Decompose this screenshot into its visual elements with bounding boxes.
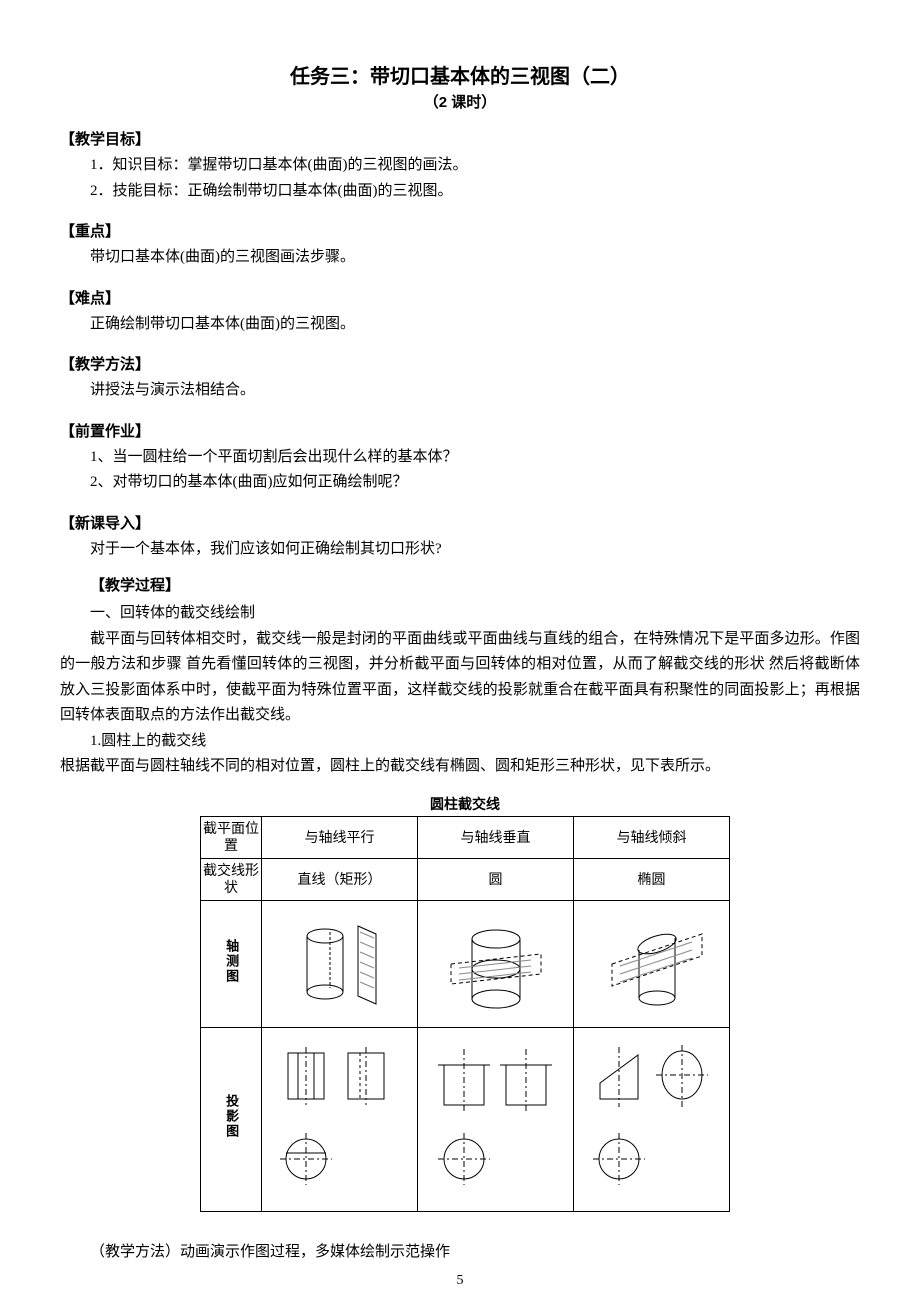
- process-sub1: 一、回转体的截交线绘制: [90, 601, 860, 627]
- row-head-pos: 截平面位 置: [201, 816, 262, 858]
- table-wrap: 圆柱截交线 截平面位 置 与轴线平行 与轴线垂直 与轴线倾斜 截交线形 状 直线…: [200, 790, 860, 1212]
- page-subtitle: （2 课时）: [60, 91, 860, 112]
- goal-line-1: 1．知识目标：掌握带切口基本体(曲面)的三视图的画法。: [90, 153, 860, 179]
- page-number: 5: [60, 1273, 860, 1289]
- prework-line-2: 2、对带切口的基本体(曲面)应如何正确绘制呢？: [90, 470, 860, 496]
- section-method-head: 【教学方法】: [60, 353, 860, 374]
- cell-c3-pos: 与轴线倾斜: [574, 816, 730, 858]
- table-row: 轴测图: [201, 900, 730, 1027]
- section-process-head: 【教学过程】: [90, 574, 860, 595]
- cell-c2-pos: 与轴线垂直: [418, 816, 574, 858]
- page: 任务三：带切口基本体的三视图（二） （2 课时） 【教学目标】 1．知识目标：掌…: [0, 0, 920, 1309]
- axon-perp-icon: [431, 914, 561, 1014]
- row-head-axon: 轴测图: [201, 900, 262, 1027]
- cell-c2-axon: [418, 900, 574, 1027]
- cell-c2-shape: 圆: [418, 858, 574, 900]
- intro-line-1: 对于一个基本体，我们应该如何正确绘制其切口形状?: [90, 537, 860, 563]
- process-para: 截平面与回转体相交时，截交线一般是封闭的平面曲线或平面曲线与直线的组合，在特殊情…: [60, 627, 860, 729]
- section-key-head: 【重点】: [60, 220, 860, 241]
- row-head-proj: 投影图: [201, 1027, 262, 1211]
- prework-line-1: 1、当一圆柱给一个平面切割后会出现什么样的基本体？: [90, 445, 860, 471]
- goal-line-2: 2．技能目标：正确绘制带切口基本体(曲面)的三视图。: [90, 179, 860, 205]
- diff-line-1: 正确绘制带切口基本体(曲面)的三视图。: [90, 312, 860, 338]
- proj-incline-icon: [582, 1039, 722, 1199]
- section-prework-head: 【前置作业】: [60, 420, 860, 441]
- section-diff-head: 【难点】: [60, 287, 860, 308]
- axon-incline-icon: [587, 914, 717, 1014]
- proj-perp-icon: [426, 1039, 566, 1199]
- process-item1: 1.圆柱上的截交线: [60, 729, 860, 755]
- row-head-shape: 截交线形 状: [201, 858, 262, 900]
- key-line-1: 带切口基本体(曲面)的三视图画法步骤。: [90, 245, 860, 271]
- axon-parallel-icon: [280, 914, 400, 1014]
- cell-c1-axon: [262, 900, 418, 1027]
- table-row: 投影图: [201, 1027, 730, 1211]
- cell-c3-shape: 椭圆: [574, 858, 730, 900]
- process-item1-text: 根据截平面与圆柱轴线不同的相对位置，圆柱上的截交线有椭圆、圆和矩形三种形状，见下…: [60, 754, 860, 780]
- table-caption: 圆柱截交线: [200, 790, 730, 816]
- teaching-note: （教学方法）动画演示作图过程，多媒体绘制示范操作: [90, 1240, 860, 1266]
- cylinder-section-table: 圆柱截交线 截平面位 置 与轴线平行 与轴线垂直 与轴线倾斜 截交线形 状 直线…: [200, 790, 730, 1212]
- proj-parallel-icon: [270, 1039, 410, 1199]
- cell-c2-proj: [418, 1027, 574, 1211]
- section-goal-head: 【教学目标】: [60, 128, 860, 149]
- section-intro-head: 【新课导入】: [60, 512, 860, 533]
- method-line-1: 讲授法与演示法相结合。: [90, 378, 860, 404]
- table-row: 截平面位 置 与轴线平行 与轴线垂直 与轴线倾斜: [201, 816, 730, 858]
- page-title: 任务三：带切口基本体的三视图（二）: [60, 60, 860, 89]
- cell-c1-proj: [262, 1027, 418, 1211]
- cell-c1-shape: 直线（矩形）: [262, 858, 418, 900]
- cell-c1-pos: 与轴线平行: [262, 816, 418, 858]
- cell-c3-proj: [574, 1027, 730, 1211]
- cell-c3-axon: [574, 900, 730, 1027]
- table-row: 截交线形 状 直线（矩形） 圆 椭圆: [201, 858, 730, 900]
